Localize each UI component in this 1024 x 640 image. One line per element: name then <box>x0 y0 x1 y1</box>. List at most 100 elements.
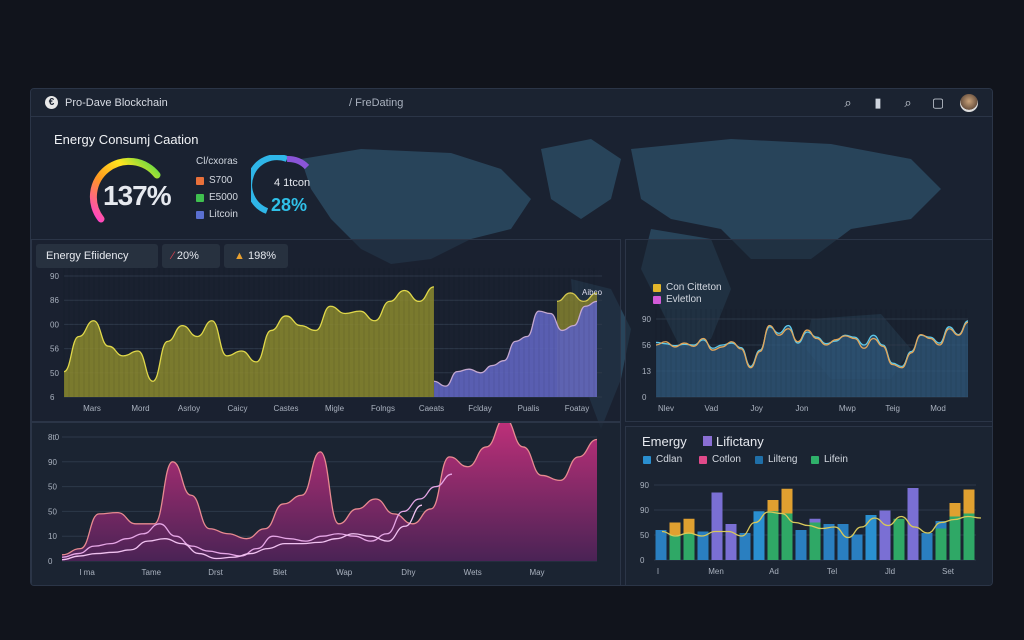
tab-energy-efficiency[interactable]: Energy Efiidency <box>36 244 158 268</box>
bar <box>795 530 807 560</box>
trend-line <box>661 511 982 539</box>
x-tick-label: Jld <box>885 567 895 576</box>
y-tick-label: 50 <box>48 507 57 516</box>
y-tick-label: 56 <box>50 345 59 354</box>
legend-swatch <box>755 455 763 464</box>
y-tick-label: 00 <box>50 320 59 329</box>
series-pink-line <box>61 423 598 556</box>
legend-swatch <box>196 176 204 185</box>
x-tick-label: Blet <box>273 568 288 577</box>
x-tick-label: Migle <box>325 404 345 413</box>
y-tick-label: 90 <box>48 458 57 467</box>
x-tick-label: Joy <box>750 404 762 413</box>
bar <box>711 492 723 560</box>
bar-segment <box>669 535 681 560</box>
bar-chart-title: Emergy <box>642 434 687 449</box>
legend-item: Litcoin <box>196 209 238 220</box>
x-tick-label: Mord <box>131 404 149 413</box>
x-tick-label: Foatay <box>565 404 589 413</box>
tab-20-percent[interactable]: ⁄ 20% <box>162 244 220 268</box>
efficiency-panel: Energy Efiidency ⁄ 20% ▲ 198% 6 50 56 00 86 9… <box>31 239 621 422</box>
x-tick-label: I ma <box>79 568 95 577</box>
series-purple-line <box>433 300 598 387</box>
search-icon[interactable]: ⌕ <box>844 95 852 110</box>
legend-label: Lilteng <box>768 454 798 465</box>
x-tick-label: Asrloy <box>178 404 200 413</box>
x-tick-label: Vad <box>705 404 719 413</box>
bar <box>725 524 737 560</box>
y-tick-label: 50 <box>640 531 649 540</box>
bar-segment <box>963 513 975 560</box>
logo-icon: € <box>45 96 58 109</box>
distribution-chart: 0 13 56 90 Nlev Vad Joy Jon Mwp Teig Mod <box>642 309 969 413</box>
tab-label: 20% <box>176 250 199 262</box>
bar-segment <box>935 528 947 560</box>
y-tick-label: 90 <box>640 481 649 490</box>
x-tick-label: Mod <box>930 404 946 413</box>
search-icon[interactable]: ⌕ <box>904 95 912 110</box>
x-tick-label: I <box>657 567 659 576</box>
y-tick-label: 50 <box>50 369 59 378</box>
legend-label: Cotlon <box>712 454 741 465</box>
avatar[interactable] <box>960 94 978 112</box>
x-tick-label: Caicy <box>227 404 247 413</box>
bar <box>739 533 751 560</box>
efficiency-chart: 6 50 56 00 86 90 Mars Mord Asrloy Caicy Castes Migl… <box>50 268 603 413</box>
bar <box>823 524 835 560</box>
clipboard-icon[interactable]: ▢ <box>931 95 945 110</box>
x-tick-label: Tame <box>142 568 162 577</box>
series-yellow-2-line <box>556 292 598 303</box>
bar <box>907 488 919 560</box>
secondary-gauge-label: 4 1tcon <box>274 177 311 189</box>
legend-label: Con Citteton <box>666 282 722 293</box>
legend-item: Cotlon <box>699 454 741 465</box>
x-tick-label: Folngs <box>371 404 395 413</box>
legend-label: Lifein <box>824 454 848 465</box>
tab-198-percent[interactable]: ▲ 198% <box>224 244 288 268</box>
y-tick-label: 90 <box>50 272 59 281</box>
bar <box>879 510 891 560</box>
bar <box>753 511 765 560</box>
x-tick-label: Castes <box>274 404 299 413</box>
legend-item: Lilteng <box>755 454 797 465</box>
bar <box>851 534 863 560</box>
secondary-gauge-value: 28% <box>271 195 308 215</box>
legend-swatch <box>811 455 819 464</box>
bar-segment <box>809 522 821 560</box>
x-tick-label: Jon <box>796 404 809 413</box>
bag-icon[interactable]: ▮ <box>874 95 882 110</box>
x-tick-label: Mwp <box>839 404 856 413</box>
series-purple-fill <box>434 301 597 397</box>
top-bar: € Pro-Dave Blockchain / FreDating ⌕ ▮ ⌕ … <box>31 89 992 117</box>
legend-item: Lifein <box>811 454 848 465</box>
legend-item: Cdlan <box>643 454 682 465</box>
bar <box>655 530 667 560</box>
section-title: Energy Consumj Caation <box>54 132 199 147</box>
x-tick-label: Men <box>708 567 724 576</box>
x-tick-label: Caeats <box>419 404 444 413</box>
bar <box>697 531 709 560</box>
breadcrumb[interactable]: / FreDating <box>349 97 404 109</box>
x-tick-label: Teig <box>885 404 900 413</box>
series-yellow-line <box>63 286 435 382</box>
bar-segment <box>683 533 695 560</box>
bar-chart: 0 50 90 90 I Men Ad Tel Jld Set <box>640 481 982 576</box>
legend-label: E5000 <box>209 192 238 203</box>
x-tick-label: Set <box>942 567 955 576</box>
legend-swatch <box>196 193 204 202</box>
main-gauge-value: 137% <box>103 180 172 211</box>
bar-chart-subtitle: Lifictany <box>716 434 764 449</box>
secondary-gauge <box>251 155 310 214</box>
y-tick-label: 0 <box>48 557 53 566</box>
legend-label: Evletlon <box>666 294 702 305</box>
legend-swatch <box>653 283 661 292</box>
series-yellow-fill <box>64 286 434 397</box>
series-orange-line <box>655 321 969 369</box>
bar-panel: Emergy Lifictany Cdlan Cotlon Lilteng Lifei… <box>625 426 992 585</box>
distribution-panel: Con Citteton Evletlon 0 13 56 90 Nlev Vad Joy Jo… <box>625 239 992 422</box>
legend-label: Litcoin <box>209 209 238 220</box>
y-tick-label: 6 <box>50 393 55 402</box>
y-tick-label: 90 <box>642 315 651 324</box>
x-tick-label: Dhy <box>401 568 415 577</box>
y-tick-label: 50 <box>48 483 57 492</box>
